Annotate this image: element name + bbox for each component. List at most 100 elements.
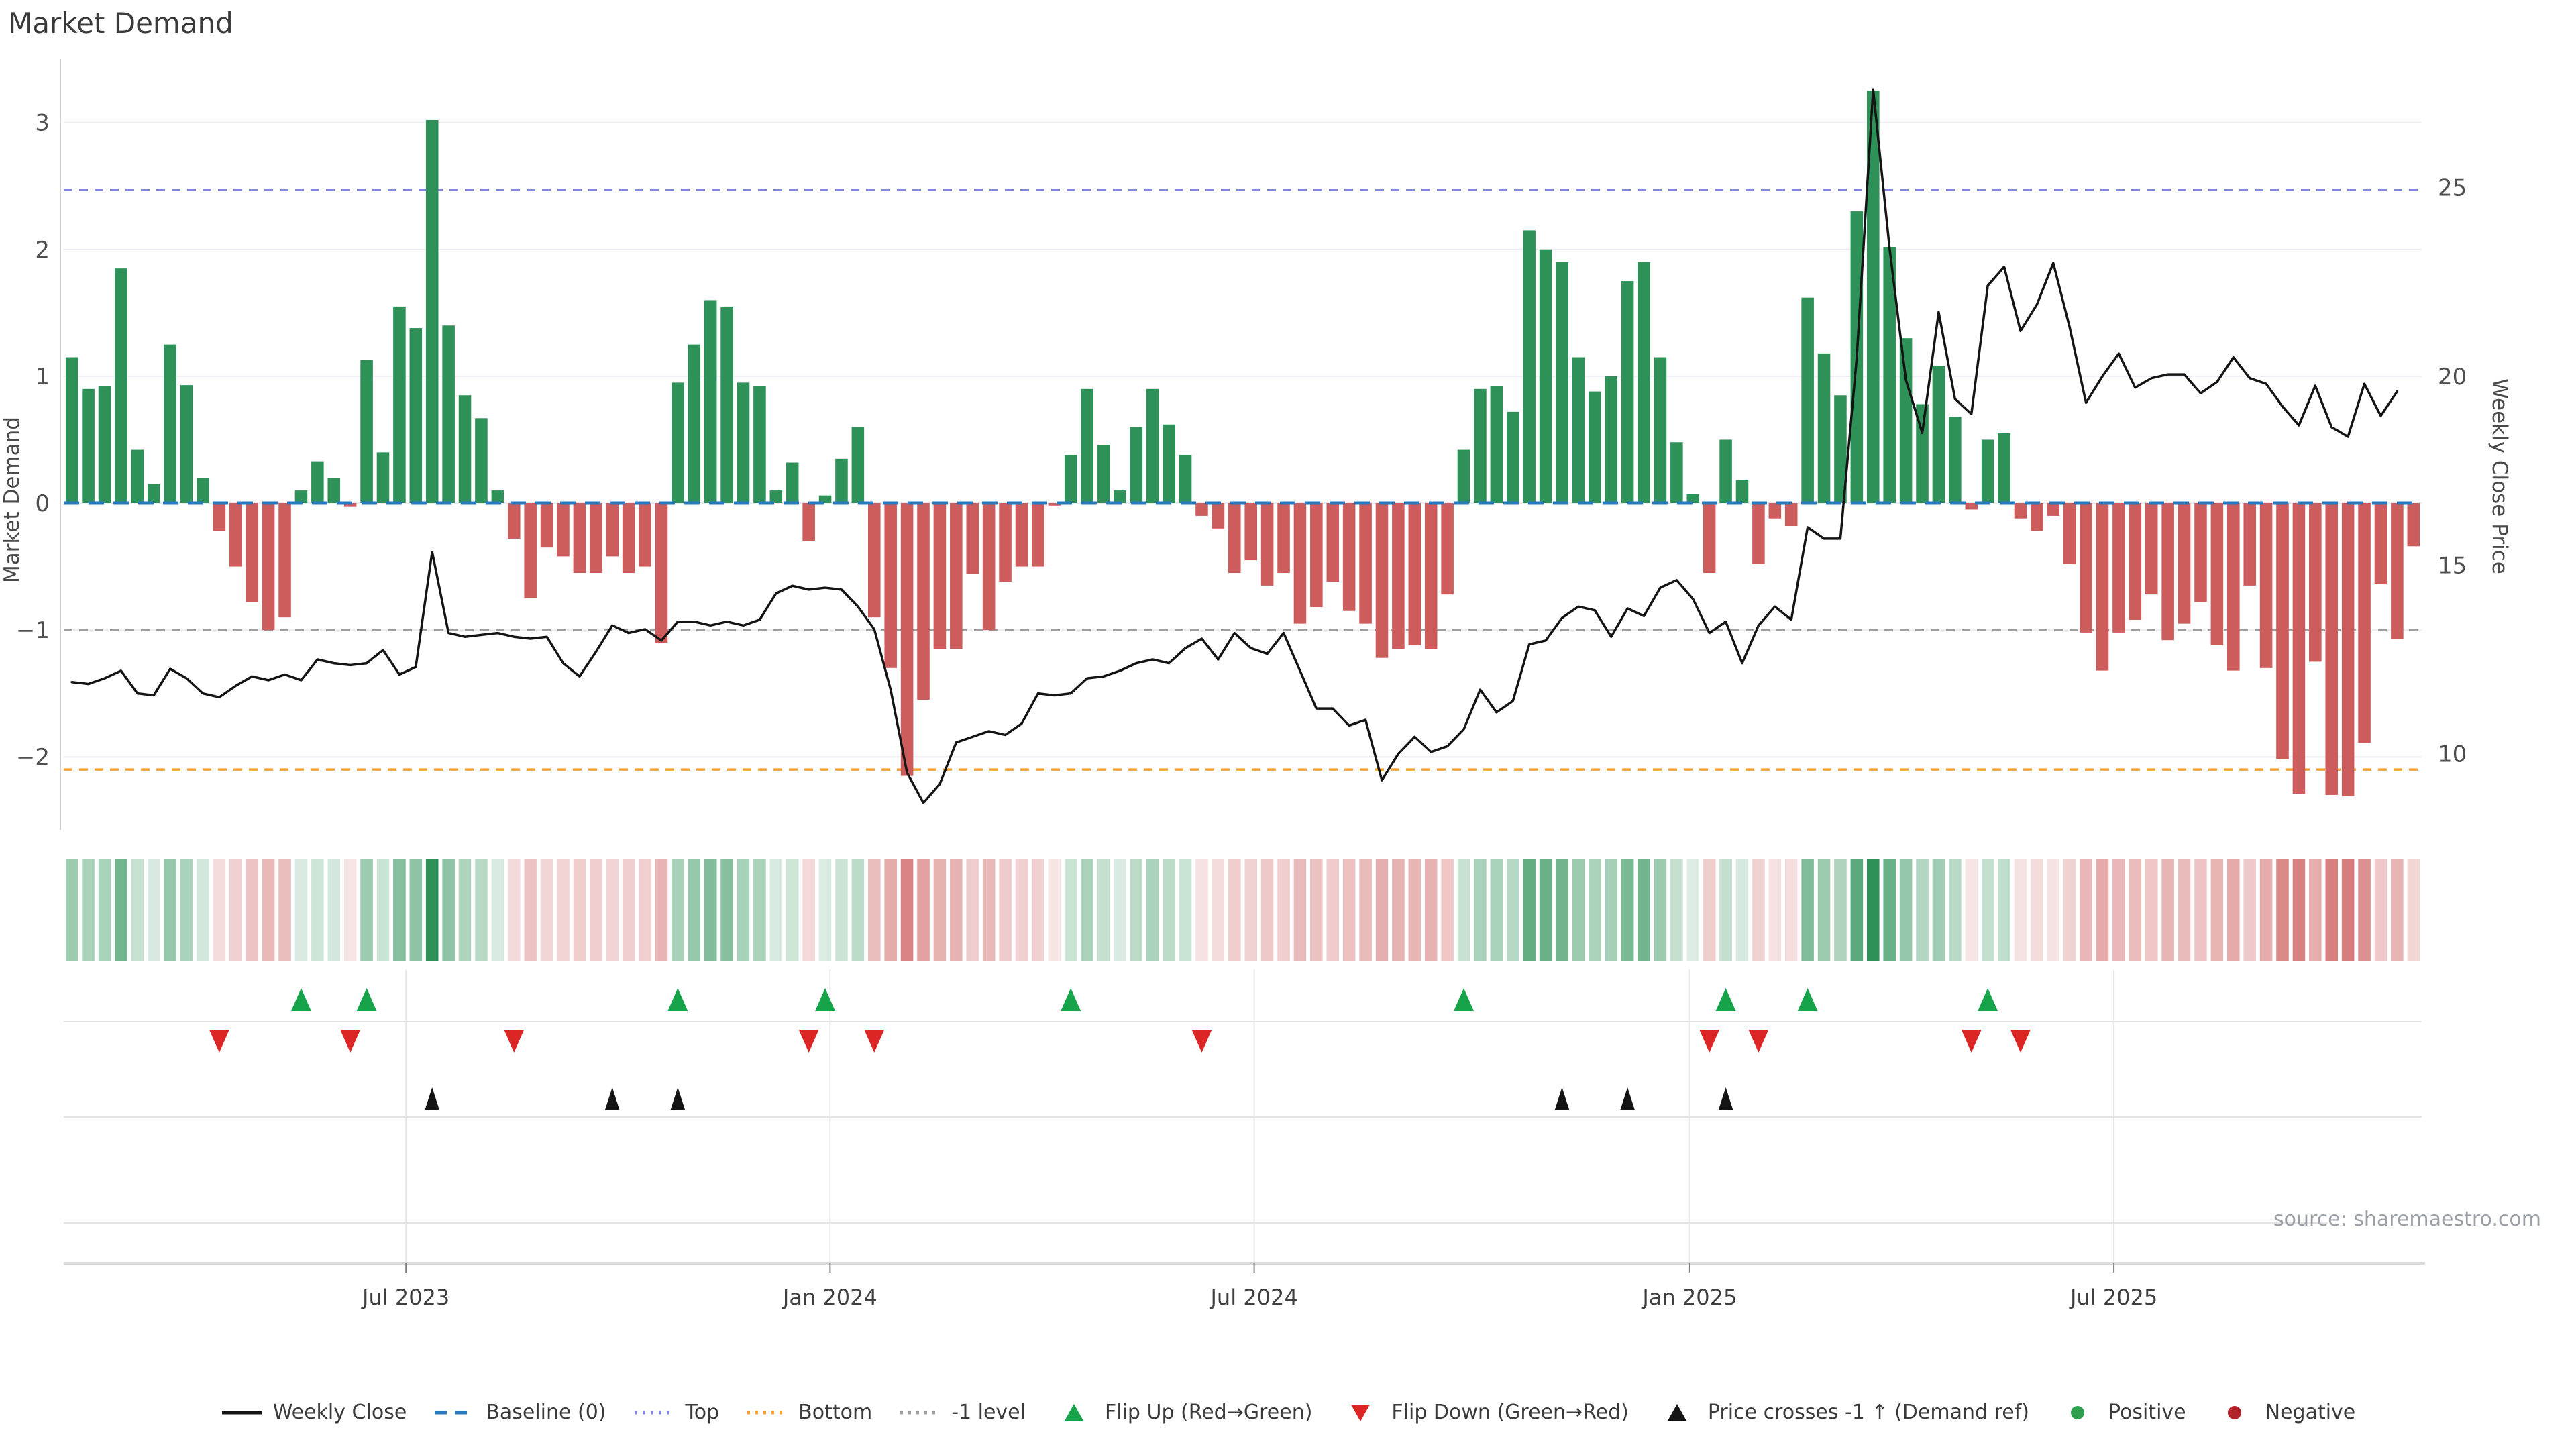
heatmap-cell [491,859,504,961]
heatmap-cell [1228,859,1241,961]
demand-bar [246,503,258,602]
heatmap-cell [1048,859,1061,961]
demand-bar [2309,503,2322,662]
legend-label: Weekly Close [272,1401,407,1424]
heatmap-cell [1866,859,1880,961]
demand-bar [1998,433,2010,503]
heatmap-cell [982,859,996,961]
demand-bar [2407,503,2420,547]
weekly-close-line [70,88,2399,804]
demand-bar [786,462,799,503]
heatmap-cell [409,859,423,961]
heatmap-cell [1244,859,1257,961]
demand-bar [688,344,701,503]
heatmap-cell [164,859,176,961]
heatmap-cell [1097,859,1110,961]
heatmap-cell [1605,859,1617,961]
demand-bar [1572,357,1585,503]
demand-bar [737,382,750,503]
heatmap-cell [2276,859,2289,961]
heatmap-cell [818,859,832,961]
heatmap-cell [786,859,799,961]
demand-bar [524,503,537,598]
legend-item-minus1-level: -1 level [899,1401,1026,1424]
price-cross-marker [1554,1087,1570,1110]
flip-down-marker [2010,1030,2031,1053]
heatmap-cell [458,859,472,961]
demand-bar [2112,503,2125,633]
demand-bar [1114,490,1126,503]
heatmap-cell [197,859,209,961]
heatmap-cell [802,859,815,961]
heatmap-cell [1981,859,1994,961]
heatmap-cell [622,859,635,961]
demand-bar [1523,230,1536,503]
heatmap-cell [393,859,406,961]
heatmap-cell [1146,859,1159,961]
demand-bar [2047,503,2060,516]
legend-baseline-icon [435,1411,476,1414]
demand-bar [1457,449,1470,503]
demand-bar [1490,386,1503,503]
demand-bar [1834,395,1847,503]
heatmap-cell [524,859,537,961]
heatmap-cell [1293,859,1307,961]
y-axis-tick-label: 1 [35,364,50,390]
demand-bar [376,452,390,503]
legend-label: Price crosses -1 ↑ (Demand ref) [1707,1401,2029,1424]
price-cross-marker [604,1087,620,1110]
legend-item-flip-down: Flip Down (Green→Red) [1339,1401,1629,1424]
demand-bar [590,503,602,574]
heatmap-cell [2178,859,2191,961]
heatmap-cell [655,859,668,961]
legend-flip-up-icon [1064,1403,1083,1421]
demand-bar [262,503,275,631]
x-axis-tick-label: Jul 2023 [361,1285,449,1310]
legend-item-negative: Negative [2213,1401,2355,1424]
heatmap-cell [2341,859,2355,961]
heatmap-cell [2227,859,2240,961]
demand-bar [2194,503,2207,602]
demand-bar [2325,503,2339,795]
demand-bar [1589,391,1601,503]
demand-bar [475,418,488,503]
heatmap-cell [475,859,488,961]
demand-bar [115,268,127,503]
flip-up-marker [1978,988,1998,1011]
heatmap-cell [1916,859,1929,961]
demand-bar [458,395,472,503]
demand-bar [1032,503,1044,567]
legend-price-cross-icon [1667,1403,1686,1421]
heatmap-cell [311,859,324,961]
heatmap-cell [2063,859,2076,961]
heatmap-cell [1342,859,1356,961]
heatmap-cell [1589,859,1601,961]
demand-bar [2145,503,2158,595]
heatmap-cell [2259,859,2273,961]
demand-bar [1506,411,1519,503]
demand-bar [2129,503,2142,620]
y-axis-tick-label: 3 [35,110,50,137]
heatmap-cell [278,859,291,961]
heatmap-cell [835,859,848,961]
heatmap-cell [1457,859,1470,961]
heatmap-cell [1670,859,1683,961]
legend-label: Top [685,1401,720,1424]
demand-bar [180,385,193,503]
heatmap-cell [1883,859,1896,961]
heatmap-cell [1212,859,1225,961]
demand-bar [851,427,865,503]
heatmap-cell [1768,859,1782,961]
heatmap-cell [1441,859,1454,961]
heatmap-cell [1081,859,1093,961]
heatmap-cell [672,859,684,961]
demand-bar [393,306,406,503]
heatmap-cell [2014,859,2027,961]
heatmap-cell [1523,859,1536,961]
flip-up-marker [1715,988,1736,1011]
demand-bar [1556,262,1568,503]
demand-bar [98,386,111,503]
demand-bar [917,503,930,700]
legend-glyph [1064,1403,1083,1421]
demand-bar [491,490,504,503]
